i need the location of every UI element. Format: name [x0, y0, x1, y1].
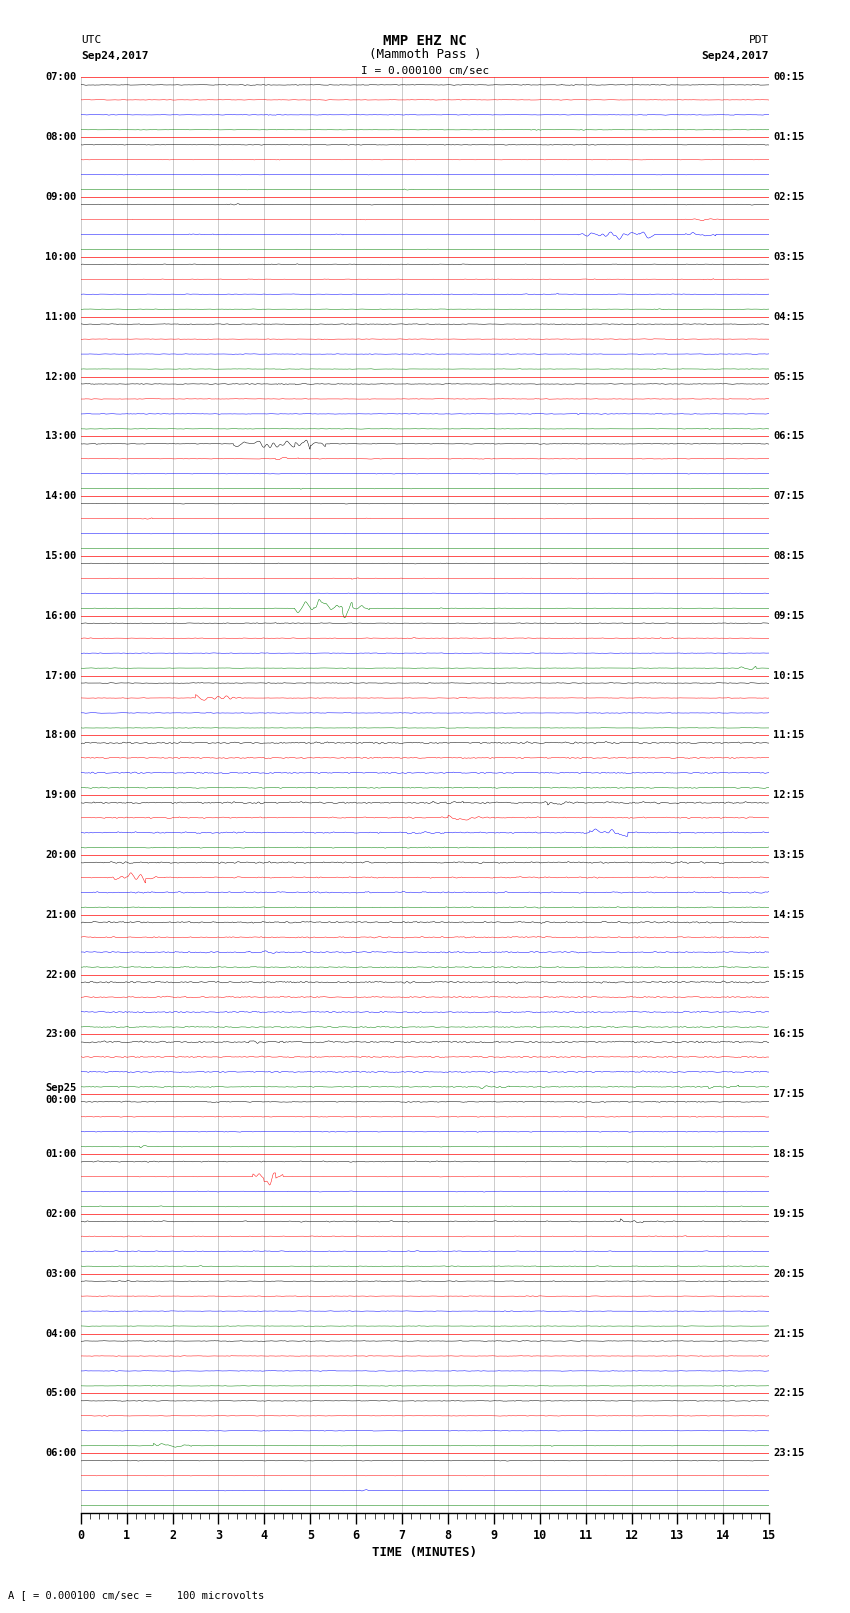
Text: UTC: UTC	[81, 35, 101, 45]
Text: A [ = 0.000100 cm/sec =    100 microvolts: A [ = 0.000100 cm/sec = 100 microvolts	[8, 1590, 264, 1600]
Text: (Mammoth Pass ): (Mammoth Pass )	[369, 48, 481, 61]
Text: Sep24,2017: Sep24,2017	[702, 52, 769, 61]
Text: PDT: PDT	[749, 35, 769, 45]
Text: Sep24,2017: Sep24,2017	[81, 52, 148, 61]
Text: 14:15: 14:15	[774, 910, 805, 919]
Text: 04:15: 04:15	[774, 311, 805, 321]
Text: 01:15: 01:15	[774, 132, 805, 142]
Text: 23:15: 23:15	[774, 1448, 805, 1458]
Text: 05:00: 05:00	[45, 1389, 76, 1398]
Text: 22:00: 22:00	[45, 969, 76, 979]
Text: 06:00: 06:00	[45, 1448, 76, 1458]
Text: 09:15: 09:15	[774, 611, 805, 621]
Text: 11:00: 11:00	[45, 311, 76, 321]
Text: 15:15: 15:15	[774, 969, 805, 979]
Text: 01:00: 01:00	[45, 1148, 76, 1160]
Text: 16:00: 16:00	[45, 611, 76, 621]
Text: 18:15: 18:15	[774, 1148, 805, 1160]
Text: 08:15: 08:15	[774, 552, 805, 561]
Text: 08:00: 08:00	[45, 132, 76, 142]
Text: 21:15: 21:15	[774, 1329, 805, 1339]
Text: MMP EHZ NC: MMP EHZ NC	[383, 34, 467, 48]
Text: Sep25
00:00: Sep25 00:00	[45, 1084, 76, 1105]
Text: 07:00: 07:00	[45, 73, 76, 82]
Text: 16:15: 16:15	[774, 1029, 805, 1039]
Text: 11:15: 11:15	[774, 731, 805, 740]
Text: 17:00: 17:00	[45, 671, 76, 681]
Text: 13:00: 13:00	[45, 431, 76, 442]
Text: 22:15: 22:15	[774, 1389, 805, 1398]
Text: 14:00: 14:00	[45, 490, 76, 502]
Text: 15:00: 15:00	[45, 552, 76, 561]
Text: 02:00: 02:00	[45, 1208, 76, 1219]
Text: 02:15: 02:15	[774, 192, 805, 202]
X-axis label: TIME (MINUTES): TIME (MINUTES)	[372, 1547, 478, 1560]
Text: 21:00: 21:00	[45, 910, 76, 919]
Text: 03:00: 03:00	[45, 1269, 76, 1279]
Text: 00:15: 00:15	[774, 73, 805, 82]
Text: 10:00: 10:00	[45, 252, 76, 261]
Text: 09:00: 09:00	[45, 192, 76, 202]
Text: 18:00: 18:00	[45, 731, 76, 740]
Text: 17:15: 17:15	[774, 1089, 805, 1100]
Text: 03:15: 03:15	[774, 252, 805, 261]
Text: 12:15: 12:15	[774, 790, 805, 800]
Text: 04:00: 04:00	[45, 1329, 76, 1339]
Text: 20:00: 20:00	[45, 850, 76, 860]
Text: 05:15: 05:15	[774, 371, 805, 382]
Text: 07:15: 07:15	[774, 490, 805, 502]
Text: 20:15: 20:15	[774, 1269, 805, 1279]
Text: 13:15: 13:15	[774, 850, 805, 860]
Text: 23:00: 23:00	[45, 1029, 76, 1039]
Text: 06:15: 06:15	[774, 431, 805, 442]
Text: 10:15: 10:15	[774, 671, 805, 681]
Text: I = 0.000100 cm/sec: I = 0.000100 cm/sec	[361, 66, 489, 76]
Text: 12:00: 12:00	[45, 371, 76, 382]
Text: 19:15: 19:15	[774, 1208, 805, 1219]
Text: 19:00: 19:00	[45, 790, 76, 800]
